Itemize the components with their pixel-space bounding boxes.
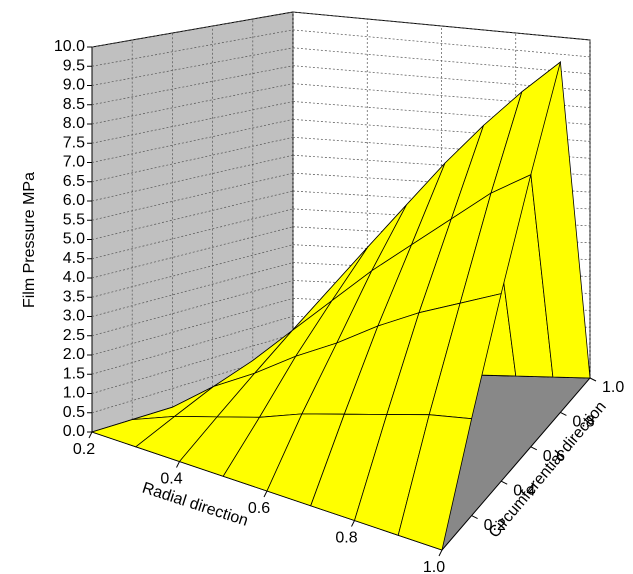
z-tick-label: 5.0 — [63, 231, 85, 248]
x-tick — [176, 461, 180, 468]
x-tick-label: 0.2 — [73, 441, 95, 458]
grid-line — [91, 351, 294, 414]
y-tick — [530, 446, 538, 451]
grid-line — [91, 315, 294, 375]
x-tick — [88, 431, 93, 439]
z-tick-label: 0.5 — [63, 404, 85, 421]
z-tick-label: 0.0 — [63, 423, 85, 440]
z-axis-title: Film Pressure MPa — [21, 172, 38, 308]
x-tick-label: 1.0 — [423, 559, 445, 574]
z-tick-label: 1.0 — [63, 385, 85, 402]
z-tick-label: 6.0 — [63, 192, 85, 209]
y-tick — [500, 480, 508, 485]
z-tick-label: 6.5 — [63, 173, 85, 190]
z-tick-label: 3.0 — [63, 308, 85, 325]
grid-line — [91, 298, 294, 356]
y-tick — [471, 515, 478, 520]
grid-line — [91, 172, 294, 221]
y-tick-label: 0.4 — [513, 482, 535, 499]
x-tick — [263, 490, 268, 498]
z-tick-label: 5.5 — [63, 211, 85, 228]
grid-line — [91, 208, 294, 260]
z-tick-label: 7.5 — [63, 134, 85, 151]
grid-line — [91, 244, 294, 298]
z-tick-label: 3.5 — [63, 288, 85, 305]
plot — [87, 11, 597, 557]
surface-cell — [397, 414, 473, 551]
x-tick — [438, 549, 443, 557]
z-tick-label: 2.0 — [63, 346, 85, 363]
z-tick-label: 9.5 — [63, 57, 85, 74]
grid-line — [91, 333, 294, 394]
y-tick — [560, 411, 567, 416]
grid-line — [91, 280, 294, 337]
grid-line — [91, 262, 294, 317]
x-axis-title: Radial direction — [140, 480, 250, 530]
y-tick-label: 1.0 — [602, 379, 624, 396]
x-tick-label: 0.6 — [248, 500, 270, 517]
x-tick-label: 0.8 — [335, 530, 357, 547]
y-tick-label: 0.2 — [484, 517, 506, 534]
x-tick — [351, 520, 355, 527]
z-tick-label: 1.5 — [63, 365, 85, 382]
z-tick-label: 4.0 — [63, 269, 85, 286]
z-tick-label: 8.5 — [63, 96, 85, 113]
y-tick-label: 0.6 — [543, 448, 565, 465]
y-tick-label: 0.8 — [572, 414, 594, 431]
grid-line — [292, 11, 591, 41]
grid-line — [292, 29, 591, 58]
z-tick-label: 10.0 — [54, 38, 85, 55]
z-tick-label: 8.0 — [63, 115, 85, 132]
y-tick — [589, 377, 597, 382]
z-tick-label: 7.0 — [63, 154, 85, 171]
z-tick-label: 2.5 — [63, 327, 85, 344]
z-tick-label: 9.0 — [63, 77, 85, 94]
grid-line — [91, 226, 294, 279]
grid-line — [91, 190, 294, 240]
z-tick-label: 4.5 — [63, 250, 85, 267]
x-tick-label: 0.4 — [160, 471, 182, 488]
